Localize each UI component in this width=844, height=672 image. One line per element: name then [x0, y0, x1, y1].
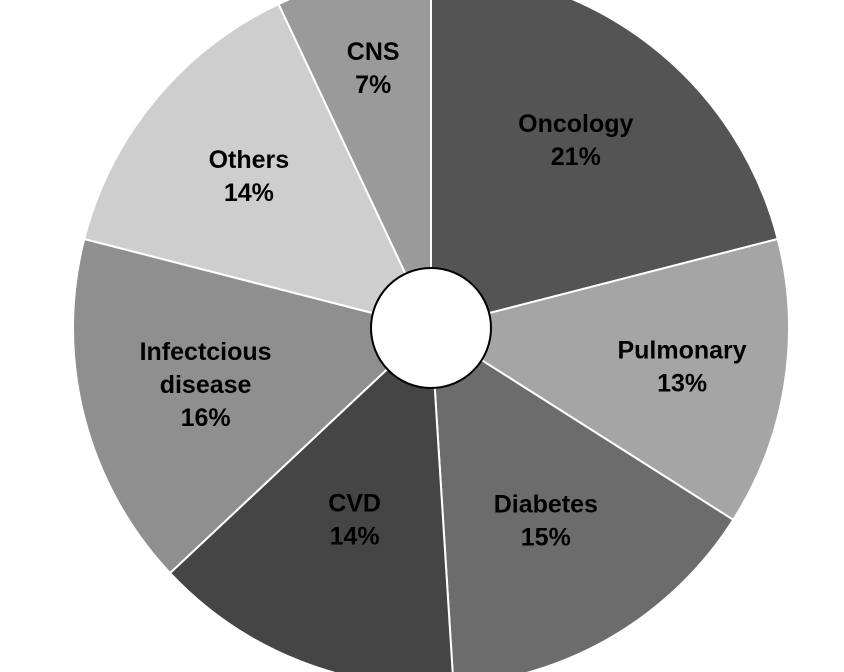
slice-value-label: 15% — [521, 523, 571, 551]
slice-value-label: 14% — [224, 179, 274, 207]
slice-value-label: 13% — [657, 369, 707, 397]
slice-name-label: Pulmonary — [617, 336, 746, 364]
slice-label-6: CNS 7% — [347, 38, 400, 99]
pie-slice-1 — [428, 237, 790, 522]
slice-value-label: 7% — [355, 71, 391, 99]
slice-label-3: CVD 14% — [328, 489, 381, 550]
pie-slice-3 — [168, 325, 454, 672]
slice-label-4: Infectcious disease 16% — [140, 338, 272, 432]
slice-name-label: Others — [209, 146, 290, 174]
pie-slice-4 — [72, 237, 434, 575]
center-hole — [370, 267, 492, 389]
pie-slice-6 — [277, 0, 432, 329]
pie-slices — [72, 0, 790, 672]
slice-label-1: Pulmonary 13% — [617, 336, 746, 397]
slice-name-label: Diabetes — [494, 490, 598, 518]
pie-labels: Oncology 21% Pulmonary 13% Diabetes 15% CVD 14%… — [140, 38, 747, 552]
slice-value-label: 14% — [330, 522, 380, 550]
slice-label-5: Others 14% — [209, 146, 290, 207]
slice-name-label: CNS — [347, 38, 400, 66]
slice-label-2: Diabetes 15% — [494, 490, 598, 551]
slice-name-label: Infectcious — [140, 338, 272, 366]
pie-slice-0 — [430, 0, 779, 330]
slice-name-label: Oncology — [518, 109, 633, 137]
slice-value-label: 16% — [181, 404, 231, 432]
pie-slice-5 — [83, 2, 433, 330]
slice-value-label: 21% — [551, 142, 601, 170]
slice-name-label: disease — [160, 371, 252, 399]
pie-slice-2 — [429, 326, 735, 672]
slice-name-label: CVD — [328, 489, 381, 517]
slice-label-0: Oncology 21% — [518, 109, 633, 170]
